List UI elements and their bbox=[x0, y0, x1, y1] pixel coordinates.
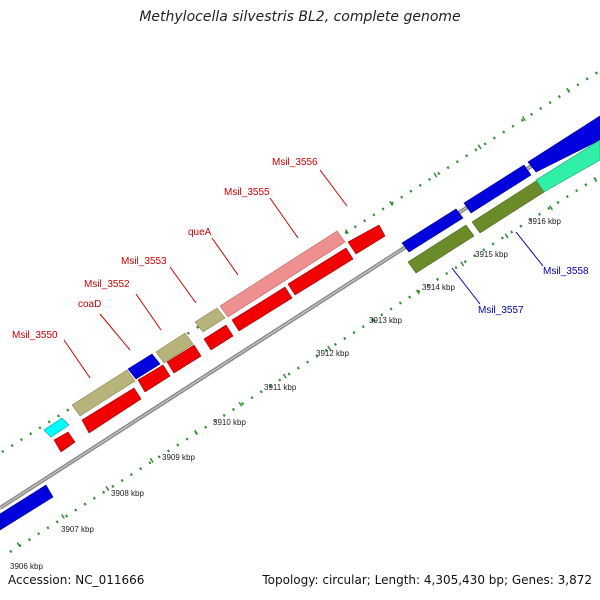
gene-olive-msil-3553 bbox=[194, 307, 226, 333]
scale-label-3912: 3912 kbp bbox=[316, 349, 349, 358]
scale-label-3909: 3909 kbp bbox=[162, 453, 195, 462]
gene-mint bbox=[535, 139, 600, 193]
genome-stats-text: Topology: circular; Length: 4,305,430 bp… bbox=[262, 573, 592, 587]
label-msil-3555: Msil_3555 bbox=[224, 187, 270, 198]
scale-label-3913: 3913 kbp bbox=[369, 316, 402, 325]
gene-blue-msil-3557-upper bbox=[401, 208, 464, 253]
leader-msil-3552 bbox=[135, 293, 162, 331]
gene-red-5 bbox=[203, 324, 234, 351]
label-leader-lines bbox=[63, 169, 544, 379]
leader-msil-3557 bbox=[451, 267, 481, 305]
label-coad: coaD bbox=[78, 299, 101, 310]
accession-text: Accession: NC_011666 bbox=[8, 573, 145, 587]
gene-red-2 bbox=[81, 387, 142, 434]
leader-msil-3555 bbox=[269, 197, 299, 239]
label-msil-3557: Msil_3557 bbox=[478, 305, 524, 316]
scale-label-3914: 3914 kbp bbox=[422, 283, 455, 292]
map-title: Methylocella silvestris BL2, complete ge… bbox=[139, 9, 461, 25]
gene-olive-msil-3550 bbox=[71, 369, 136, 417]
label-msil-3553: Msil_3553 bbox=[121, 256, 167, 267]
leader-coad bbox=[99, 313, 131, 351]
scale-label-3915: 3915 kbp bbox=[475, 250, 508, 259]
label-msil-3550: Msil_3550 bbox=[12, 330, 58, 341]
gene-blue-coad-region bbox=[127, 353, 161, 380]
scale-label-3916: 3916 kbp bbox=[528, 217, 561, 226]
forward-strand-genes bbox=[43, 115, 600, 438]
gene-pink-quea bbox=[219, 230, 346, 318]
gene-red-1 bbox=[53, 431, 76, 453]
leader-msil-3558 bbox=[515, 231, 544, 267]
gene-olive-msil-3552 bbox=[155, 332, 194, 364]
leader-msil-3550 bbox=[63, 339, 91, 379]
gene-cyan bbox=[43, 417, 70, 438]
gene-dark-olive-msil-3557 bbox=[407, 224, 475, 274]
leader-msil-3553 bbox=[169, 266, 197, 304]
label-quea: queA bbox=[188, 227, 212, 238]
label-msil-3552: Msil_3552 bbox=[84, 279, 130, 290]
label-msil-3558: Msil_3558 bbox=[543, 266, 589, 277]
gene-red-6 bbox=[231, 286, 293, 332]
gene-blue-upper-3 bbox=[527, 115, 600, 173]
scale-label-3910: 3910 kbp bbox=[213, 418, 246, 427]
gene-red-8 bbox=[347, 224, 386, 255]
inner-tick-row bbox=[9, 175, 600, 554]
leader-quea bbox=[211, 237, 239, 276]
gene-red-3 bbox=[137, 364, 171, 393]
scale-label-3908: 3908 kbp bbox=[111, 489, 144, 498]
leader-msil-3556 bbox=[319, 169, 348, 207]
gene-blue-upper-2 bbox=[463, 164, 532, 214]
gene-blue-lower-left bbox=[0, 484, 54, 531]
gene-red-4 bbox=[166, 344, 202, 374]
scale-label-3907: 3907 kbp bbox=[61, 525, 94, 534]
reverse-strand-genes bbox=[0, 224, 386, 531]
scale-label-3911: 3911 kbp bbox=[264, 383, 297, 392]
scale-labels: 3906 kbp 3907 kbp 3908 kbp 3909 kbp 3910… bbox=[10, 217, 561, 571]
gene-red-7 bbox=[287, 247, 354, 296]
scale-label-3906: 3906 kbp bbox=[10, 562, 43, 571]
label-msil-3556: Msil_3556 bbox=[272, 157, 318, 168]
gene-labels: Msil_3550 coaD Msil_3552 Msil_3553 queA … bbox=[12, 157, 589, 341]
